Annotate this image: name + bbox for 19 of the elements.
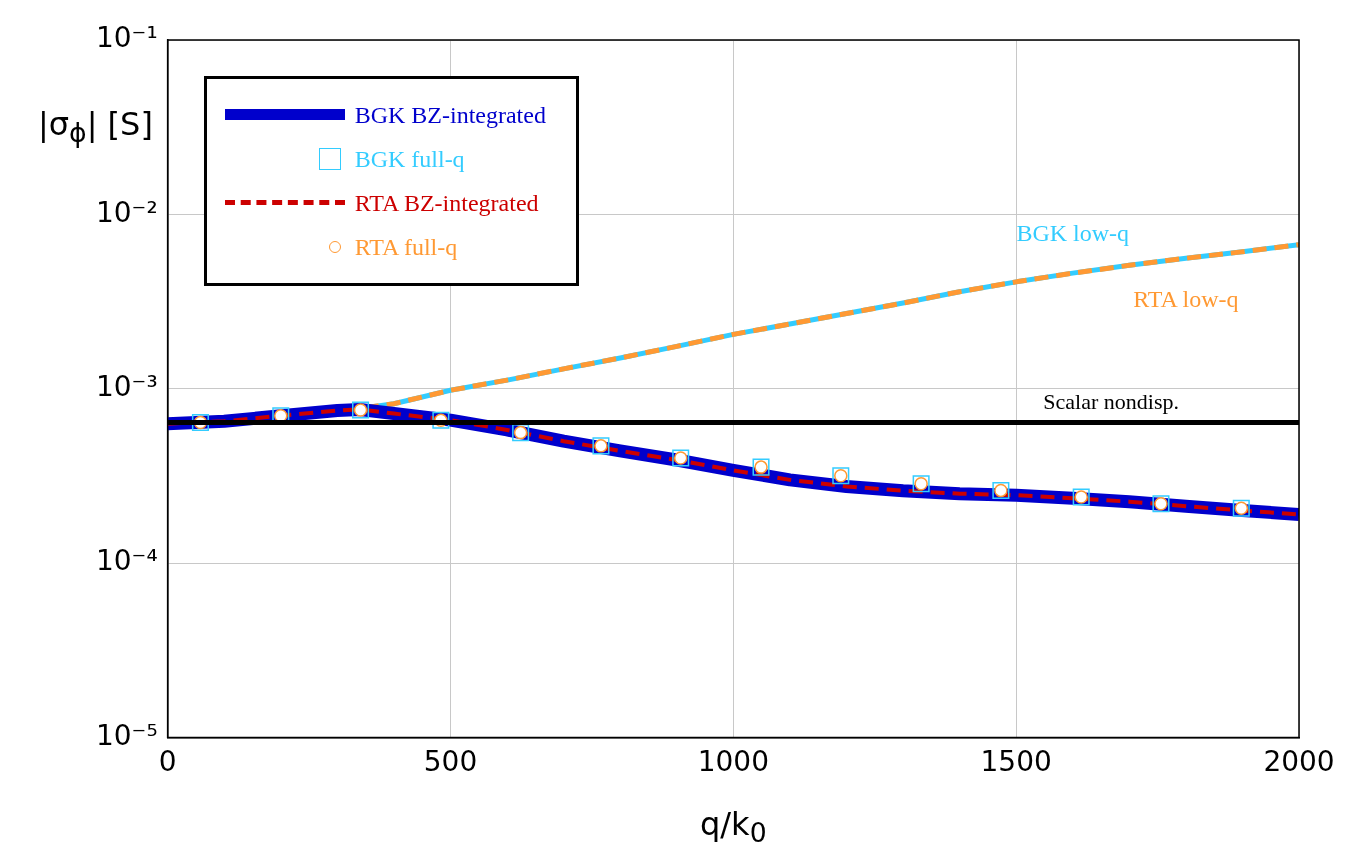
annotation: RTA low-q — [1133, 285, 1239, 312]
x-tick-label: 0 — [158, 745, 177, 779]
annotation: BGK low-q — [1016, 220, 1130, 247]
legend-label: BGK full-q — [354, 145, 465, 173]
y-tick-label: 10⁻² — [95, 195, 158, 229]
x-tick-label: 1000 — [697, 745, 769, 779]
y-tick-label: 10⁻¹ — [95, 21, 158, 55]
x-tick-label: 2000 — [1263, 745, 1335, 779]
legend-label: BGK BZ-integrated — [354, 101, 546, 129]
y-tick-label: 10⁻⁴ — [95, 544, 158, 578]
y-tick-label: 10⁻⁵ — [95, 718, 158, 752]
x-tick-label: 500 — [423, 745, 478, 779]
x-axis-title: q/k$_{0}$ — [700, 805, 767, 849]
x-tick-label: 1500 — [980, 745, 1052, 779]
y-tick-label: 10⁻³ — [95, 369, 158, 403]
ref-line-label: Scalar nondisp. — [1043, 389, 1179, 415]
y-axis-title: |σ$_{ϕ}$| [S] — [38, 105, 153, 149]
legend-label: RTA full-q — [354, 233, 458, 261]
legend-label: RTA BZ-integrated — [354, 189, 539, 217]
